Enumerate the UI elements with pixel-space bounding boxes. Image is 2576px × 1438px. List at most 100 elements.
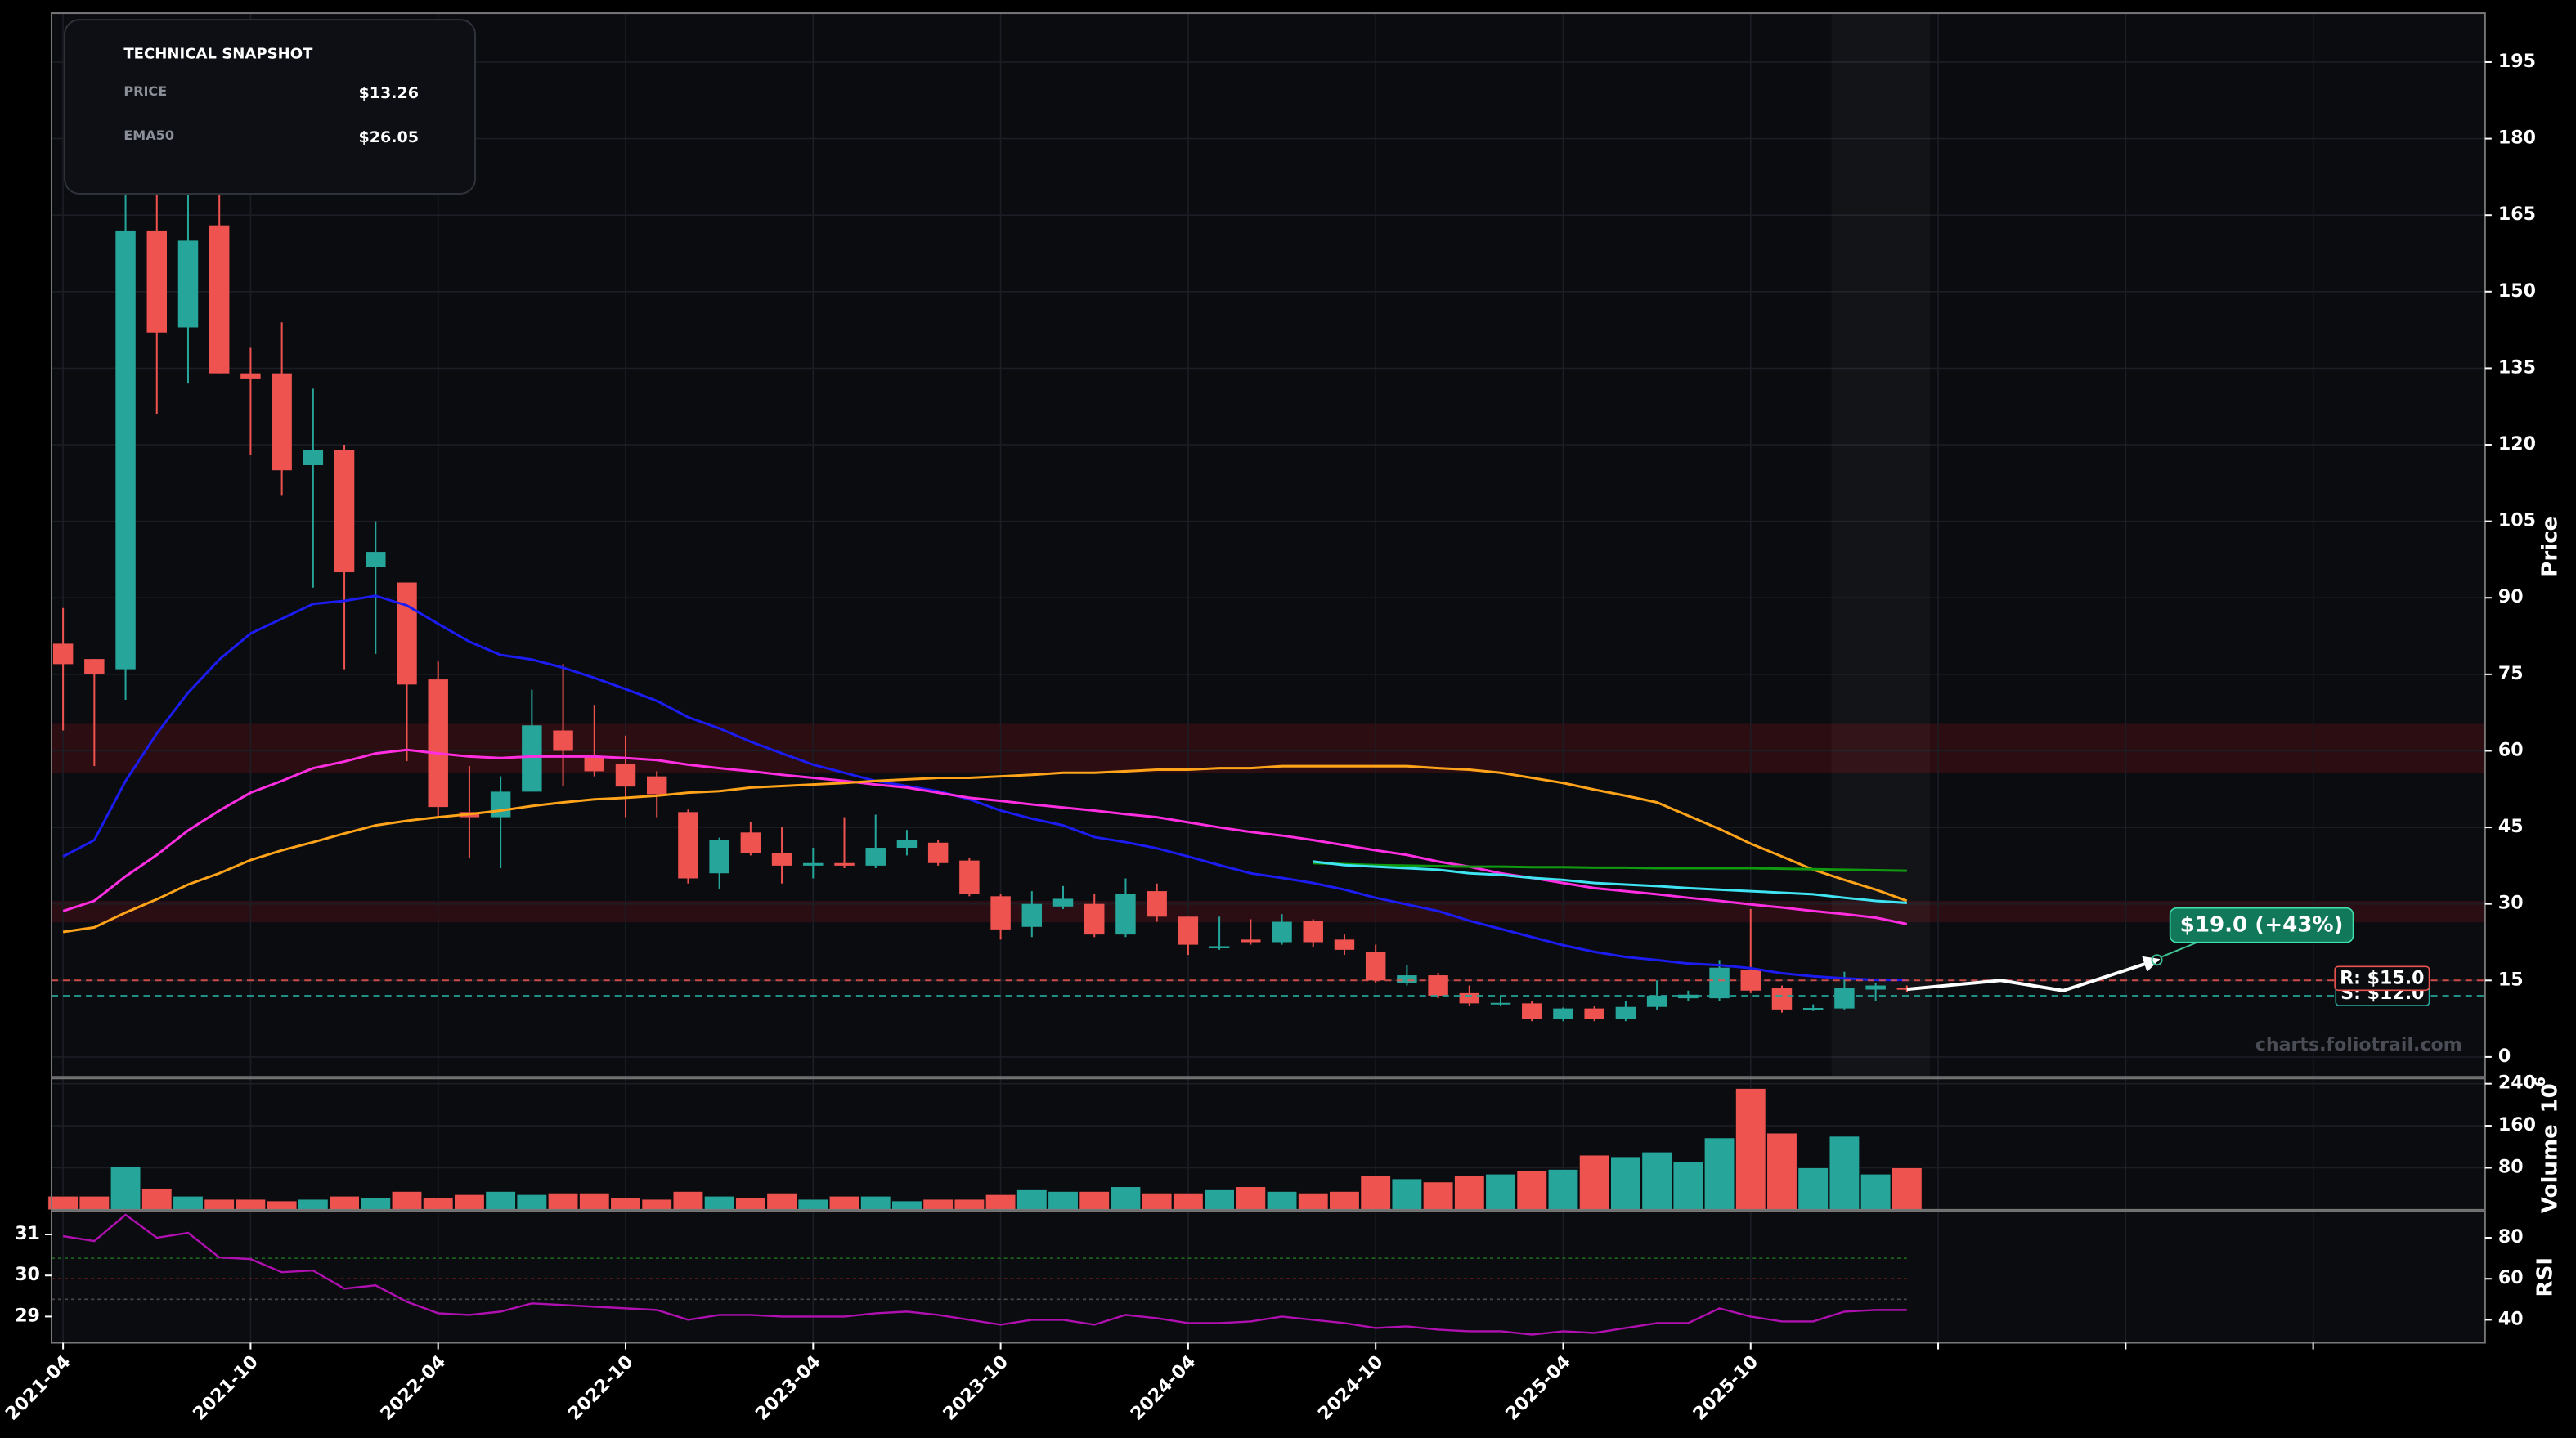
volume-bar [797,1198,829,1211]
candle-body [803,862,824,866]
volume-bar [672,1190,704,1211]
volume-bar [1672,1161,1704,1211]
candle-body [115,230,136,670]
candle-body [1615,1006,1636,1019]
candle-body [1052,898,1074,907]
y-tick-label: 90 [2498,587,2524,607]
volume-bar [1422,1181,1454,1211]
y-tick-label: 240 [2498,1073,2536,1094]
candle-body [865,848,886,866]
candle-body [615,764,636,787]
indicator-line [62,748,1908,925]
volume-bar [1079,1190,1110,1211]
volume-bar [391,1190,423,1211]
volume-bar [1610,1156,1641,1211]
y-tick-label: 195 [2498,52,2536,72]
candle-body [1865,985,1886,990]
volume-bar [735,1197,766,1211]
volume-bar [1892,1167,1923,1211]
volume-bar [1360,1175,1391,1211]
rsi-panel [51,1211,2485,1343]
candle-body [1365,952,1386,981]
y-tick-label: 105 [2498,511,2536,531]
forecast-line [1906,956,2161,992]
volume-bar [298,1198,329,1211]
candle-body [1522,1003,1542,1019]
candle-body [1084,903,1105,935]
volume-bar [79,1195,110,1211]
volume-bar [454,1194,485,1211]
volume-bar [1173,1192,1204,1211]
volume-bar [266,1200,298,1211]
candle-body [1771,988,1793,1010]
volume-bar [579,1192,610,1211]
y-tick-label: 30 [2498,894,2524,914]
volume-bar [173,1195,204,1211]
volume-bar [985,1194,1016,1211]
candle-body [1272,921,1292,943]
volume-bar [141,1188,173,1211]
candle-body [1802,1007,1824,1010]
candle-body [397,582,417,685]
candle-body [146,230,167,333]
candle-body [522,725,542,792]
forecast-target [2151,954,2163,966]
candle-body [553,730,573,751]
volume-bar [1204,1189,1235,1211]
candle-body [896,840,918,849]
y-tick-label: 40 [2498,1309,2524,1329]
candle-body [209,225,230,374]
volume-bar [422,1197,454,1211]
y-tick-label: 165 [2498,204,2536,225]
y-tick-label: 45 [2498,817,2524,837]
volume-bar [1735,1088,1766,1211]
candle-body [646,776,667,795]
candle-body [1303,921,1323,943]
volume-bar [610,1197,641,1211]
volume-bar [360,1197,392,1211]
candle-body [240,373,261,379]
volume-bar [235,1198,267,1211]
volume-bar [516,1194,548,1211]
volume-frame [50,1077,2486,1211]
candle-body [1490,1002,1511,1005]
y-tick-label: 150 [2498,281,2536,302]
indicator-line [62,764,1908,934]
indicator-line [1313,862,1907,872]
snapshot-label: PRICE [123,83,167,99]
snapshot-value: $13.26 [358,84,419,102]
volume-bar [766,1192,797,1211]
current-period-highlight [1832,13,1930,1077]
volume-bar [1829,1136,1860,1211]
snapshot-box [64,19,477,195]
volume-panel [51,1078,2485,1210]
candle-body [1584,1008,1604,1019]
volume-bar [1141,1192,1173,1211]
rsi-axis-label: RSI [2533,1257,2558,1297]
y-tick-label: 180 [2498,128,2536,149]
snapshot-title: TECHNICAL SNAPSHOT [123,45,313,62]
marks-layer [47,133,2485,1336]
volume-multiplier: 10 [2538,1083,2563,1113]
volume-bar [1703,1137,1735,1211]
candle-body [84,659,105,674]
y-tick-label: 135 [2498,357,2536,378]
price-frame [50,12,2486,1078]
volume-bar [1860,1173,1892,1211]
left-y-tick-label: 31 [15,1224,40,1244]
candle-body [428,679,448,808]
volume-bar [1266,1190,1298,1211]
volume-bar [703,1195,735,1211]
volume-bar [1391,1178,1423,1211]
price-zone [51,723,2485,773]
candle-body [490,791,511,818]
rsi-line [62,1213,1907,1336]
candle-body [272,373,292,471]
candle-body [303,450,324,465]
snapshot-value: $26.05 [358,128,419,146]
snapshot-label: EMA50 [123,128,174,143]
volume-axis-label: Volume [2538,1124,2563,1213]
y-tick-label: 160 [2498,1115,2536,1136]
candle-body [678,812,698,879]
